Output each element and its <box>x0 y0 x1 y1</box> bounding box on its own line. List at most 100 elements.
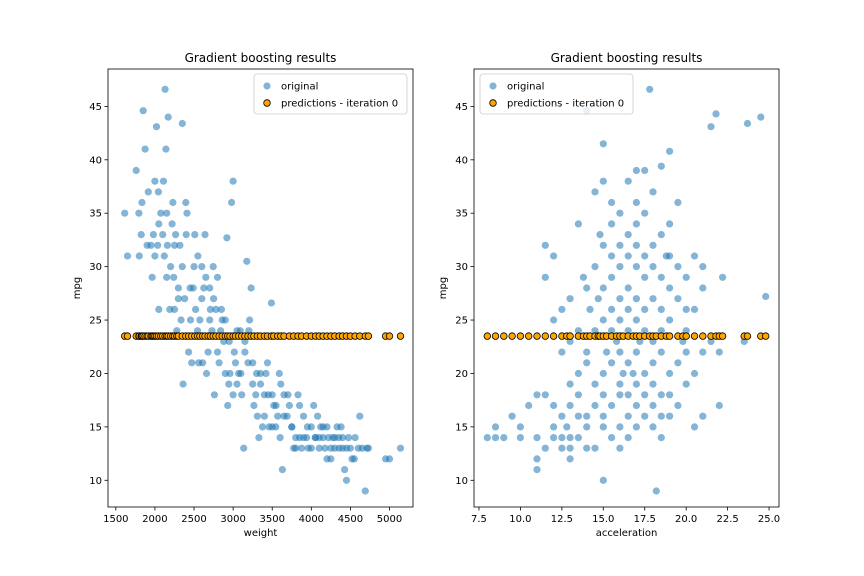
original-point <box>159 231 167 239</box>
original-point <box>599 140 607 148</box>
original-point <box>210 391 218 399</box>
original-point <box>280 412 288 420</box>
original-point <box>155 220 163 228</box>
original-point <box>179 380 187 388</box>
original-point <box>174 284 182 292</box>
x-tick-label: 3500 <box>260 514 285 525</box>
original-point <box>213 348 222 356</box>
original-point <box>632 423 641 431</box>
original-point <box>260 412 268 420</box>
original-point <box>657 391 665 399</box>
original-point <box>624 252 632 260</box>
original-point <box>666 284 674 292</box>
original-point <box>624 284 632 292</box>
original-point <box>159 177 168 185</box>
original-point <box>192 305 200 313</box>
original-point <box>176 241 184 249</box>
original-point <box>350 455 358 463</box>
original-point <box>191 231 199 239</box>
prediction-point <box>762 332 770 340</box>
y-tick-label: 15 <box>455 422 468 433</box>
original-point <box>657 231 665 239</box>
original-point <box>608 252 616 260</box>
original-point <box>632 316 641 324</box>
prediction-point <box>541 332 549 340</box>
original-point <box>249 380 257 388</box>
original-point <box>616 316 624 324</box>
original-point <box>563 423 571 431</box>
original-point <box>163 241 171 249</box>
x-axis-label: weight <box>244 528 278 539</box>
original-point <box>566 455 574 463</box>
y-tick-label: 45 <box>89 102 102 113</box>
y-tick-label: 20 <box>89 369 102 380</box>
original-point <box>674 198 682 207</box>
original-point <box>224 401 232 410</box>
original-point <box>342 476 351 484</box>
original-point <box>202 273 210 281</box>
original-point <box>599 177 607 185</box>
original-point <box>256 380 265 388</box>
original-point <box>740 337 748 345</box>
original-point <box>182 198 190 207</box>
original-point <box>583 284 591 292</box>
original-point <box>533 391 541 399</box>
original-point <box>123 252 132 260</box>
original-point <box>310 401 318 410</box>
original-point <box>516 423 525 431</box>
original-point <box>558 348 566 356</box>
original-point <box>231 359 240 367</box>
prediction-point <box>566 332 574 340</box>
original-point <box>641 391 649 399</box>
original-point <box>649 188 657 196</box>
original-point <box>212 305 220 313</box>
original-point <box>682 327 690 335</box>
original-point <box>574 369 583 378</box>
original-point <box>298 444 306 452</box>
original-point <box>274 412 282 420</box>
original-point <box>181 295 189 303</box>
original-point <box>299 434 308 442</box>
original-point <box>566 401 574 410</box>
original-point <box>135 252 143 260</box>
original-point <box>646 85 654 93</box>
original-point <box>699 284 707 292</box>
original-point <box>174 295 182 303</box>
original-point <box>491 423 500 431</box>
original-point <box>574 327 583 335</box>
original-point <box>632 295 641 303</box>
original-point <box>276 434 284 442</box>
original-point <box>215 359 223 367</box>
original-point <box>690 252 699 260</box>
original-point <box>679 337 687 345</box>
prediction-point <box>533 332 541 340</box>
legend-marker-predictions <box>263 99 271 107</box>
y-tick-label: 35 <box>89 209 102 220</box>
axes-frame <box>473 68 780 508</box>
original-point <box>182 231 190 239</box>
original-point <box>591 444 599 452</box>
original-point <box>550 252 558 260</box>
original-point <box>356 412 364 420</box>
original-point <box>168 220 176 228</box>
original-point <box>277 380 285 388</box>
original-point <box>268 423 276 431</box>
original-point <box>657 273 665 281</box>
original-point <box>327 444 335 452</box>
original-point <box>341 466 349 474</box>
original-point <box>144 188 152 196</box>
prediction-point <box>699 332 707 340</box>
original-point <box>121 209 129 217</box>
legend-label-predictions: predictions - iteration 0 <box>507 99 624 110</box>
original-point <box>198 263 206 271</box>
original-point <box>541 273 549 281</box>
original-point <box>225 380 233 388</box>
original-point <box>599 241 607 249</box>
original-point <box>712 110 720 118</box>
original-point <box>148 273 156 281</box>
original-point <box>616 241 624 249</box>
original-point <box>641 273 649 281</box>
x-tick-label: 5000 <box>377 514 402 525</box>
original-point <box>591 401 599 410</box>
original-point <box>314 412 322 420</box>
